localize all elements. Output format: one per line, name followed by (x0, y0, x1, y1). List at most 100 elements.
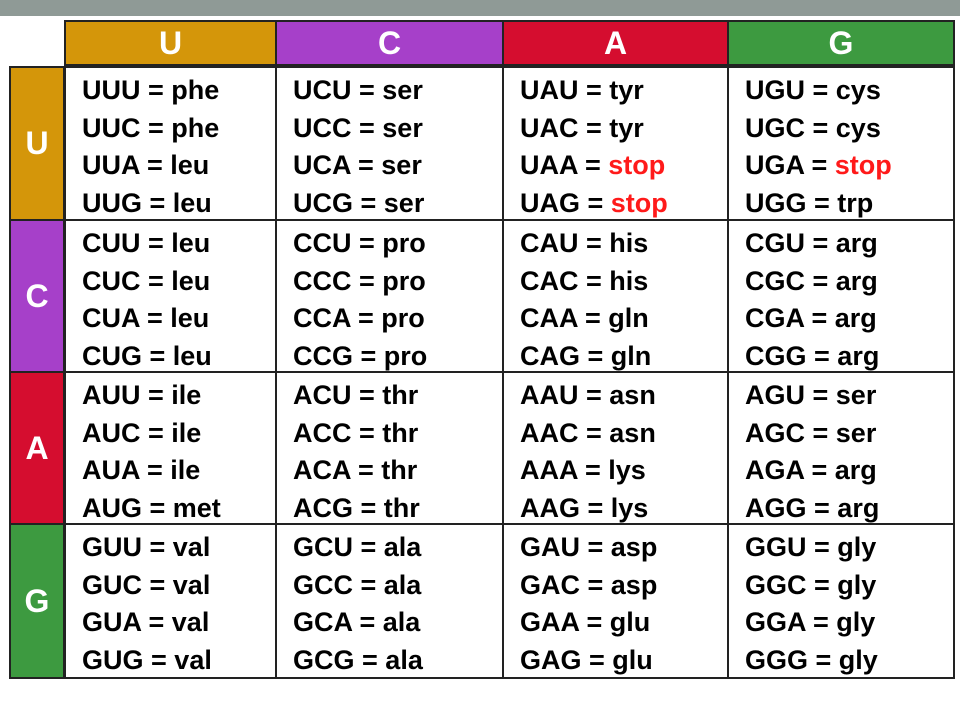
codon-cell: CUU = leu CUC = leu CUA = leu CUG = leu (64, 219, 277, 373)
codon-entry: ACC = thr (277, 415, 502, 453)
equals-sign: = (805, 228, 836, 258)
equals-sign: = (806, 569, 838, 600)
codon: AUU (82, 380, 141, 410)
codon-entry: UAG = stop (504, 185, 727, 223)
codon-entry: AGG = arg (729, 490, 953, 528)
codon-entry: GUC = val (66, 567, 275, 605)
amino-acid: ser (383, 187, 425, 218)
codon: GUC (82, 569, 142, 600)
amino-acid: arg (834, 303, 877, 333)
equals-sign: = (140, 112, 172, 143)
stop-codon-label: stop (834, 150, 892, 180)
codon: GGC (745, 569, 807, 600)
amino-acid: pro (381, 303, 425, 333)
codon-entry: GAU = asp (504, 529, 727, 567)
equals-sign: = (140, 380, 172, 410)
equals-sign: = (578, 265, 610, 296)
codon-entry: CGA = arg (729, 300, 953, 338)
top-bar (0, 0, 960, 16)
equals-sign: = (140, 228, 172, 258)
codon-entry: CUG = leu (66, 338, 275, 376)
amino-acid: pro (383, 340, 428, 371)
codon-entry: CAG = gln (504, 338, 727, 376)
codon-entry: UGG = trp (729, 185, 953, 223)
codon: AGG (745, 492, 807, 523)
amino-acid: val (171, 607, 210, 637)
codon: AAA (520, 455, 578, 485)
codon-entry: GGC = gly (729, 567, 953, 605)
codon-entry: AAU = asn (504, 377, 727, 415)
amino-acid: cys (835, 112, 881, 143)
codon: GCG (293, 644, 355, 675)
codon: UAC (520, 112, 579, 143)
column-header-c: C (275, 20, 504, 66)
codon-entry: CGU = arg (729, 225, 953, 263)
amino-acid: ala (382, 607, 421, 637)
codon-cell: CCU = pro CCC = pro CCA = pro CCG = pro (275, 219, 504, 373)
codon-entry: CGC = arg (729, 263, 953, 301)
codon-entry: UCC = ser (277, 110, 502, 148)
codon-cell: CGU = arg CGC = arg CGA = arg CGG = arg (727, 219, 955, 373)
codon: UCG (293, 187, 353, 218)
amino-acid: arg (835, 228, 878, 258)
codon: GCC (293, 569, 353, 600)
codon: CCA (293, 303, 351, 333)
equals-sign: = (578, 228, 610, 258)
amino-acid: pro (382, 265, 426, 296)
codon: CUC (82, 265, 141, 296)
codon: AUG (82, 492, 142, 523)
equals-sign: = (578, 417, 610, 448)
codon: AAU (520, 380, 579, 410)
codon-entry: UUA = leu (66, 147, 275, 185)
equals-sign: = (142, 187, 173, 218)
amino-acid: leu (172, 187, 212, 218)
codon-entry: GCA = ala (277, 604, 502, 642)
codon: CUU (82, 228, 141, 258)
codon-entry: GUU = val (66, 529, 275, 567)
codon: AGU (745, 380, 805, 410)
codon: AUA (82, 455, 140, 485)
codon-cell: ACU = thr ACC = thr ACA = thr ACG = thr (275, 371, 504, 525)
amino-acid: glu (612, 644, 653, 675)
equals-sign: = (354, 644, 386, 675)
equals-sign: = (142, 569, 173, 600)
equals-sign: = (580, 492, 611, 523)
amino-acid: asp (610, 532, 658, 562)
codon: GAC (520, 569, 580, 600)
codon: CGU (745, 228, 805, 258)
amino-acid: his (609, 265, 649, 296)
amino-acid: arg (837, 492, 880, 523)
equals-sign: = (579, 607, 610, 637)
equals-sign: = (351, 112, 383, 143)
codon-entry: UAU = tyr (504, 72, 727, 110)
codon-entry: AGA = arg (729, 452, 953, 490)
codon: CAA (520, 303, 578, 333)
amino-acid: ala (383, 569, 422, 600)
equals-sign: = (805, 417, 836, 448)
codon-entry: AUC = ile (66, 415, 275, 453)
equals-sign: = (578, 75, 610, 105)
amino-acid: asn (609, 380, 656, 410)
equals-sign: = (350, 303, 382, 333)
amino-acid: lys (608, 455, 646, 485)
column-header-u: U (64, 20, 277, 66)
amino-acid: leu (171, 228, 211, 258)
equals-sign: = (351, 265, 383, 296)
codon-entry: CCG = pro (277, 338, 502, 376)
codon-entry: GGA = gly (729, 604, 953, 642)
equals-sign: = (353, 492, 384, 523)
equals-sign: = (140, 417, 172, 448)
codon: CGG (745, 340, 807, 371)
equals-sign: = (805, 75, 836, 105)
equals-sign: = (580, 532, 611, 562)
codon-entry: CAC = his (504, 263, 727, 301)
codon-entry: UGU = cys (729, 72, 953, 110)
codon: GCU (293, 532, 353, 562)
codon-entry: CAU = his (504, 225, 727, 263)
codon: CCG (293, 340, 353, 371)
amino-acid: thr (381, 455, 418, 485)
codon-entry: AUA = ile (66, 452, 275, 490)
amino-acid: gly (837, 532, 877, 562)
codon-entry: CCU = pro (277, 225, 502, 263)
equals-sign: = (577, 455, 609, 485)
